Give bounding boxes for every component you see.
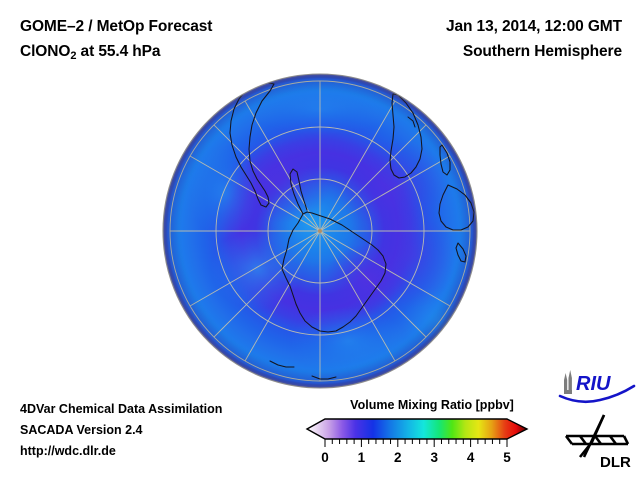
globe-outline — [162, 73, 478, 389]
polar-projection-map — [162, 73, 478, 389]
globe-svg — [162, 73, 478, 389]
dlr-wordmark: DLR — [600, 454, 631, 471]
instrument-title: GOME–2 / MetOp Forecast — [20, 18, 213, 35]
colorbar-tick-4: 4 — [467, 450, 475, 465]
colorbar-svg: 0 1 2 3 4 5 — [305, 418, 529, 465]
limb-shading — [163, 74, 477, 388]
riu-swoosh-icon — [558, 384, 636, 404]
species-suffix: at 55.4 hPa — [76, 43, 161, 60]
colorbar-tick-1: 1 — [358, 450, 366, 465]
colorbar-legend: Volume Mixing Ratio [ppbv] — [305, 398, 545, 468]
riu-logo-svg: RIU — [558, 370, 636, 404]
dlr-mark-icon — [564, 414, 630, 458]
header-left-block: GOME–2 / MetOp Forecast ClONO2 at 55.4 h… — [20, 14, 350, 66]
colorbar-tick-0: 0 — [321, 450, 329, 465]
datetime-label: Jan 13, 2014, 12:00 GMT — [445, 18, 622, 35]
species-title: ClONO2 at 55.4 hPa — [20, 39, 350, 66]
species-prefix: ClONO — [20, 43, 71, 60]
species-subscript: 2 — [70, 50, 77, 62]
colorbar-tick-3: 3 — [430, 450, 438, 465]
footer-credits: 4DVar Chemical Data Assimilation SACADA … — [20, 399, 222, 462]
dlr-logo-svg: DLR — [564, 414, 631, 471]
riu-tower-icon — [564, 370, 572, 394]
website-link[interactable]: http://wdc.dlr.de — [20, 444, 116, 458]
colorbar-tick-5: 5 — [503, 450, 511, 465]
dlr-logo: DLR — [562, 412, 636, 472]
assimilation-label: 4DVar Chemical Data Assimilation — [20, 402, 223, 416]
region-label: Southern Hemisphere — [462, 43, 622, 60]
colorbar-tick-2: 2 — [394, 450, 402, 465]
riu-logo: RIU — [558, 368, 636, 406]
colorbar-tick-labels: 0 1 2 3 4 5 — [321, 450, 511, 465]
colorbar-title: Volume Mixing Ratio [ppbv] — [350, 398, 514, 412]
colorbar-ticks — [324, 439, 508, 447]
riu-wordmark: RIU — [576, 373, 611, 395]
header-right-block: Jan 13, 2014, 12:00 GMT Southern Hemisph… — [322, 14, 622, 64]
version-label: SACADA Version 2.4 — [20, 423, 143, 437]
map-disc — [163, 74, 477, 388]
colorbar-gradient-bar — [305, 418, 529, 440]
